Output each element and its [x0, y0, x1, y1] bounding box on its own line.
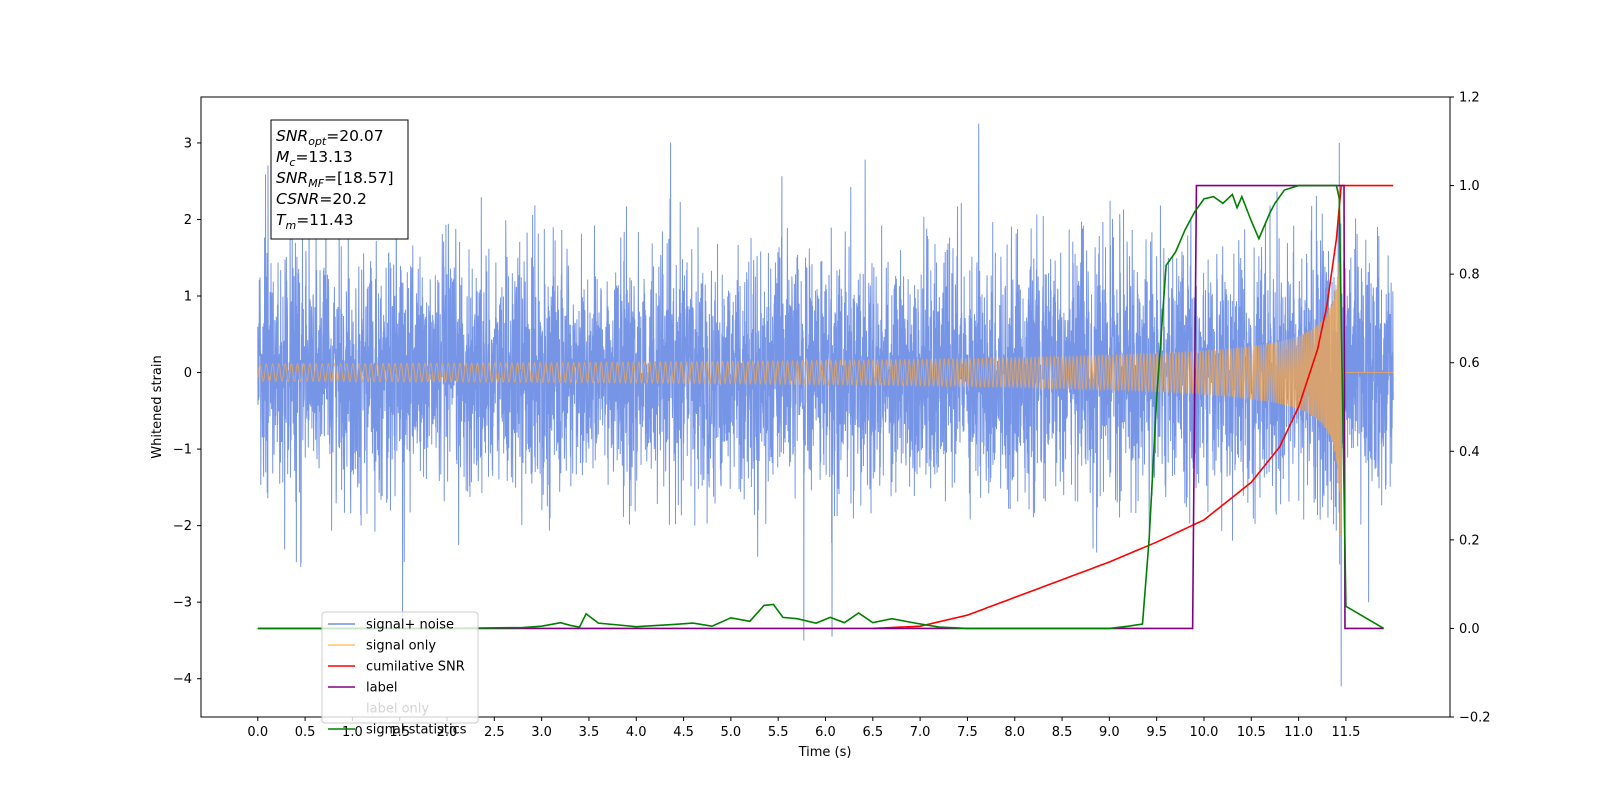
legend-item-label: label only — [366, 702, 429, 717]
x-tick-label: 5.0 — [721, 725, 742, 740]
y-tick-label: 2 — [184, 213, 192, 228]
x-tick-label: 0.5 — [295, 725, 316, 740]
info-subscript: opt — [308, 135, 327, 148]
y-axis-ticks: 3 2 1 0 −1 −2 −3 −4 — [173, 136, 201, 687]
chart-traces — [257, 123, 1394, 687]
x-tick-label: 10.5 — [1237, 725, 1266, 740]
x-tick-label: 6.5 — [862, 725, 883, 740]
info-symbol: M — [276, 148, 289, 166]
y-tick-label: 1 — [184, 290, 192, 305]
info-symbol: SNR — [276, 169, 308, 187]
x-tick-label: 4.5 — [673, 725, 694, 740]
x-tick-label: 2.0 — [437, 725, 458, 740]
y2-tick-label: 0.0 — [1459, 622, 1480, 637]
y2-tick-label: 1.0 — [1459, 179, 1480, 194]
y2-tick-label: 0.2 — [1459, 533, 1480, 548]
info-box-frame — [270, 119, 409, 240]
x-tick-label: 9.0 — [1099, 725, 1120, 740]
x-tick-label: 3.5 — [579, 725, 600, 740]
info-subscript: MF — [308, 177, 324, 190]
info-box-line: SNRopt=20.07 — [276, 127, 384, 148]
y-tick-label: −2 — [173, 519, 192, 534]
x-tick-label: 1.0 — [342, 725, 363, 740]
legend: signal+ noise signal only cumilative SNR la… — [321, 611, 479, 738]
info-subscript: c — [289, 156, 295, 169]
y2-tick-label: 0.8 — [1459, 268, 1480, 283]
info-box-line: Tm=11.43 — [276, 211, 354, 232]
info-value: =[18.57] — [324, 169, 393, 187]
info-subscript: m — [285, 219, 296, 232]
x-axis-label: Time (s) — [798, 745, 852, 760]
y-axis-label: Whitened strain — [150, 355, 165, 458]
legend-item-label: signal only — [366, 639, 436, 654]
y-tick-label: −3 — [173, 596, 192, 611]
x-tick-label: 2.5 — [484, 725, 505, 740]
x-tick-label: 11.5 — [1331, 725, 1360, 740]
info-box-line: SNRMF=[18.57] — [276, 169, 394, 190]
series-cumilative-snr — [872, 184, 1394, 630]
x-tick-label: 7.0 — [910, 725, 931, 740]
series-signal-statistics — [257, 184, 1385, 630]
x-axis-ticks: 0.0 0.5 1.0 1.5 2.0 2.5 3.0 3.5 4.0 4.5 5.0 5.5 6.0 6… — [247, 717, 1360, 740]
y2-tick-label: −0.2 — [1459, 711, 1491, 726]
x-tick-label: 3.0 — [531, 725, 552, 740]
legend-item-label: label — [366, 681, 397, 696]
y-tick-label: 3 — [184, 136, 192, 151]
y2-tick-label: 0.6 — [1459, 356, 1480, 371]
info-value: =20.07 — [326, 127, 383, 145]
info-value: =13.13 — [295, 148, 352, 166]
info-box: SNRopt=20.07Mc=13.13SNRMF=[18.57]CSNR=20… — [270, 119, 409, 240]
info-symbol: CSNR — [276, 190, 319, 208]
y2-tick-label: 1.2 — [1459, 91, 1480, 106]
x-tick-label: 7.5 — [957, 725, 978, 740]
legend-item-label: cumilative SNR — [366, 660, 465, 675]
x-tick-label: 6.0 — [815, 725, 836, 740]
info-value: =20.2 — [319, 190, 367, 208]
x-tick-label: 8.5 — [1052, 725, 1073, 740]
info-value: =11.43 — [296, 211, 353, 229]
x-tick-label: 11.0 — [1284, 725, 1313, 740]
x-tick-label: 5.5 — [768, 725, 789, 740]
legend-item-label: signal statistics — [366, 723, 467, 738]
x-tick-label: 8.0 — [1004, 725, 1025, 740]
y-tick-label: −4 — [173, 672, 192, 687]
legend-frame — [321, 611, 479, 724]
info-box-line: CSNR=20.2 — [276, 190, 367, 208]
legend-item-label: signal+ noise — [366, 618, 454, 633]
y-tick-label: −1 — [173, 443, 192, 458]
y2-tick-label: 0.4 — [1459, 445, 1480, 460]
info-symbol: SNR — [276, 127, 308, 145]
x-tick-label: 9.5 — [1146, 725, 1167, 740]
info-box-line: Mc=13.13 — [276, 148, 353, 169]
series-signal-only — [257, 240, 1394, 537]
info-symbol: T — [276, 211, 287, 229]
y-tick-label: 0 — [184, 366, 192, 381]
x-tick-label: 10.0 — [1190, 725, 1219, 740]
x-tick-label: 4.0 — [626, 725, 647, 740]
x-tick-label: 0.0 — [247, 725, 268, 740]
y2-axis-ticks: 1.2 1.0 0.8 0.6 0.4 0.2 0.0 −0.2 — [1450, 91, 1491, 726]
x-tick-label: 1.5 — [389, 725, 410, 740]
